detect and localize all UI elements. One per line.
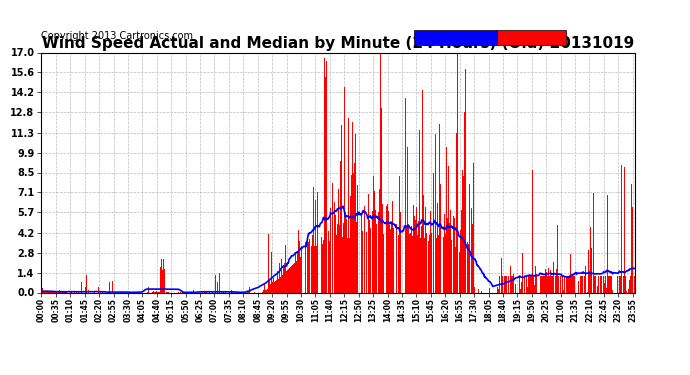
Text: Wind  (mph): Wind (mph) [497,33,560,42]
Text: Median (mph): Median (mph) [415,33,486,42]
Title: Wind Speed Actual and Median by Minute (24 Hours) (Old) 20131019: Wind Speed Actual and Median by Minute (… [42,36,634,51]
Text: Copyright 2013 Cartronics.com: Copyright 2013 Cartronics.com [41,31,193,41]
